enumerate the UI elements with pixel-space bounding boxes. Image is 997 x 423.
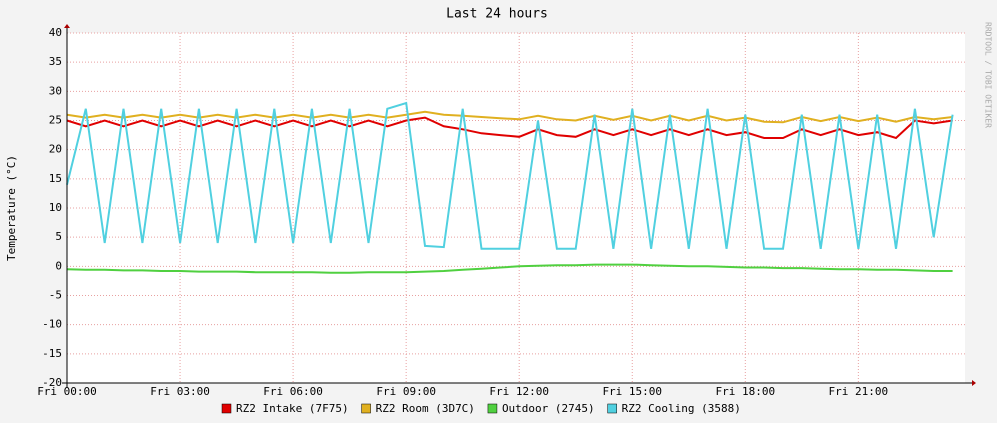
x-tick-label: Fri 12:00 bbox=[489, 385, 549, 398]
y-tick-label: 30 bbox=[49, 84, 62, 97]
series-line bbox=[66, 263, 953, 274]
legend-label: RZ2 Intake (7F75) bbox=[236, 402, 349, 415]
y-tick-label: 20 bbox=[49, 143, 62, 156]
legend-swatch bbox=[361, 403, 371, 414]
legend-label: RZ2 Room (3D7C) bbox=[376, 402, 475, 415]
y-tick-label: 10 bbox=[49, 201, 62, 214]
series-line bbox=[66, 110, 953, 124]
y-tick-label: 35 bbox=[49, 55, 62, 68]
series-line bbox=[66, 101, 954, 250]
legend-swatch bbox=[221, 403, 232, 414]
legend-swatch bbox=[487, 403, 498, 414]
x-tick-label: Fri 09:00 bbox=[376, 385, 436, 398]
x-tick-label: Fri 03:00 bbox=[150, 385, 210, 398]
x-tick-label: Fri 21:00 bbox=[829, 385, 889, 398]
x-tick-label: Fri 00:00 bbox=[37, 385, 97, 398]
y-tick-label: -10 bbox=[42, 318, 62, 331]
y-tick-label: 0 bbox=[55, 259, 62, 272]
x-tick-label: Fri 06:00 bbox=[263, 385, 323, 398]
y-tick-label: -15 bbox=[42, 347, 62, 360]
y-tick-label: 5 bbox=[55, 230, 62, 243]
watermark: RRDTOOL / TOBI OETIKER bbox=[984, 22, 993, 128]
legend-swatch bbox=[607, 403, 617, 414]
chart-title: Last 24 hours bbox=[446, 7, 548, 22]
y-tick-label: 15 bbox=[49, 172, 62, 185]
x-tick-label: Fri 18:00 bbox=[716, 385, 776, 398]
plot-area bbox=[67, 33, 965, 383]
legend-label: RZ2 Cooling (3588) bbox=[622, 402, 741, 415]
y-tick-label: 25 bbox=[49, 114, 62, 127]
y-tick-label: -5 bbox=[49, 289, 62, 302]
y-tick-label: 40 bbox=[49, 26, 62, 39]
legend-label: Outdoor (2745) bbox=[502, 402, 595, 415]
y-axis-label: Temperature (°C) bbox=[5, 155, 18, 261]
y-tick-label: -20 bbox=[42, 376, 62, 389]
x-tick-label: Fri 15:00 bbox=[602, 385, 662, 398]
